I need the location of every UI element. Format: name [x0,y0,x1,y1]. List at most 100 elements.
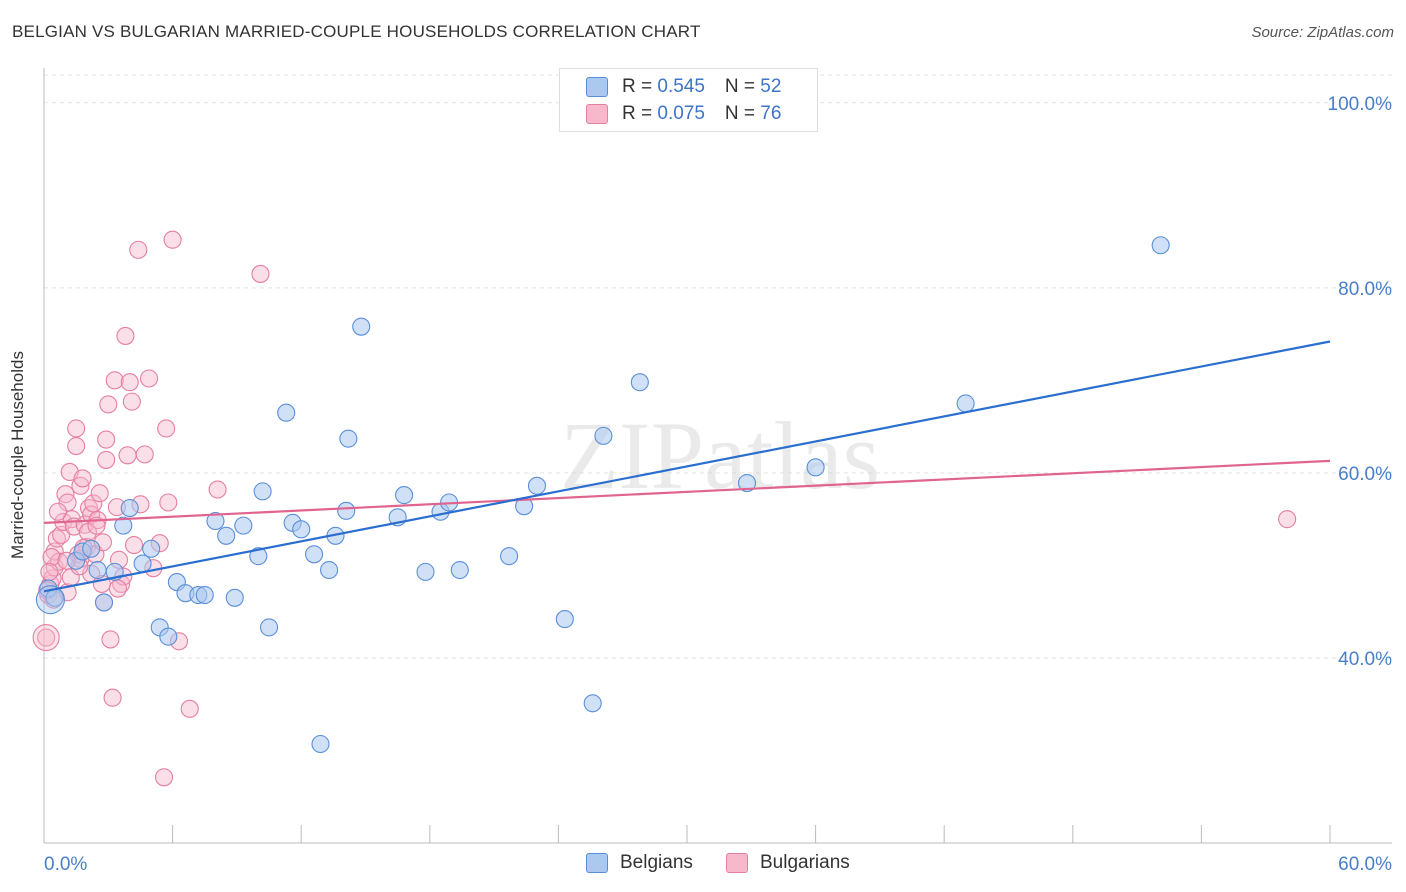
belgians-point [305,545,324,564]
belgians-point [114,516,133,535]
bulgarians-point-large [32,624,60,652]
belgians-point [395,486,414,505]
belgians-point [88,560,107,580]
y-tick-label: 100.0% [1328,94,1393,115]
legend-r-label: R = [622,103,658,124]
belgians-point [234,516,253,535]
belgians-point [159,627,178,646]
legend-row-belgians: R = 0.545 N = 52 [586,74,781,100]
belgians-point [337,501,356,520]
bulgarians-trend-line [43,459,1331,524]
legend-n-value: 76 [760,103,782,124]
bulgarians-point [108,579,127,598]
legend-row-bulgarians: R = 0.075 N = 76 [586,101,781,127]
belgians-point-large [35,585,65,615]
belgians-point [630,373,649,392]
bulgarians-point [180,699,199,718]
bulgarians-point [154,768,174,787]
belgians-point [82,539,101,558]
tick-labels: 40.0% 60.0% 80.0% 100.0% 0.0% 60.0% [44,94,1392,875]
legend-n-label: N = [724,103,761,124]
y-tick-label: 40.0% [1338,649,1392,670]
belgians-point [292,520,311,539]
y-tick-label: 80.0% [1338,279,1392,300]
legend-r-value: 0.545 [657,76,705,97]
watermark: ZIPatlas [560,402,880,509]
belgians-point [253,482,272,501]
bulgarians-point [99,395,118,414]
bulgarians-point [97,450,116,469]
bulgarians-point [129,240,148,259]
trend-lines [43,340,1331,593]
bulgarians-point [37,628,56,647]
bulgarians-point [120,373,139,392]
belgians-point [806,458,825,477]
bulgarians-point [84,494,103,513]
belgians-point [277,403,296,422]
correlation-legend: R = 0.545 N = 52 R = 0.075 N = 76 [559,68,818,132]
bulgarians-point [163,230,182,249]
bulgarians-point [157,419,176,438]
gridlines [44,74,1392,659]
belgians-point [450,560,469,580]
bulgarians-point [90,484,109,503]
bulgarians-point [208,480,227,499]
bulgarians-point [67,436,86,456]
belgians-point [225,588,244,607]
belgians-point [94,593,114,612]
bottom-label-bulgarians: Bulgarians [760,852,850,873]
belgians-point [1151,236,1170,255]
bulgarians-point [71,476,90,495]
belgians-point [195,585,214,605]
bulgarians-point [40,562,59,581]
axes [43,68,1392,844]
bottom-swatch-belgians [586,853,608,873]
belgians-point [249,547,268,566]
belgians-point [500,547,519,566]
bottom-legend-bulgarians: Bulgarians [726,852,850,874]
belgians-point [320,560,339,580]
bulgarians-point [1278,510,1297,529]
bulgarians-point [58,493,77,512]
bulgarians-point [101,630,120,649]
bulgarians-point [73,469,92,488]
bottom-legend-belgians: Belgians [586,852,693,874]
belgians-point [217,526,236,545]
bulgarians-point [67,419,86,438]
bulgarians-point [135,445,154,464]
legend-n-label: N = [724,76,761,97]
bulgarians-point [251,264,270,283]
bulgarians-point [139,369,159,388]
bottom-swatch-bulgarians [726,853,748,873]
bulgarians-point [122,392,141,411]
belgians-point [956,394,975,413]
bulgarians-point [97,430,116,449]
belgians-point [594,426,613,445]
x-tick-label: 60.0% [1338,854,1392,875]
x-tick-label: 0.0% [44,854,87,875]
legend-swatch-bulgarians [586,104,608,124]
legend-swatch-belgians [586,77,608,97]
legend-n-value: 52 [760,76,782,97]
belgians-point [527,476,547,495]
bulgarians-point [118,446,137,465]
belgians-point [737,474,757,493]
belgians-point [142,539,161,558]
belgians-point [416,562,435,581]
belgians-trend-line [43,340,1331,593]
belgians-point [583,694,602,713]
belgians-points [35,236,1170,754]
belgians-point [311,734,330,754]
belgians-point [206,511,225,531]
bulgarians-point [159,493,178,512]
chart-title: BELGIAN VS BULGARIAN MARRIED-COUPLE HOUS… [12,22,701,41]
belgians-point [259,618,279,637]
belgians-point [352,317,371,336]
bulgarians-point [105,371,124,390]
bulgarians-point [42,548,61,567]
bulgarians-point [124,536,144,555]
legend-r-label: R = [622,76,658,97]
belgians-point [133,554,152,573]
y-tick-label: 60.0% [1338,464,1392,485]
